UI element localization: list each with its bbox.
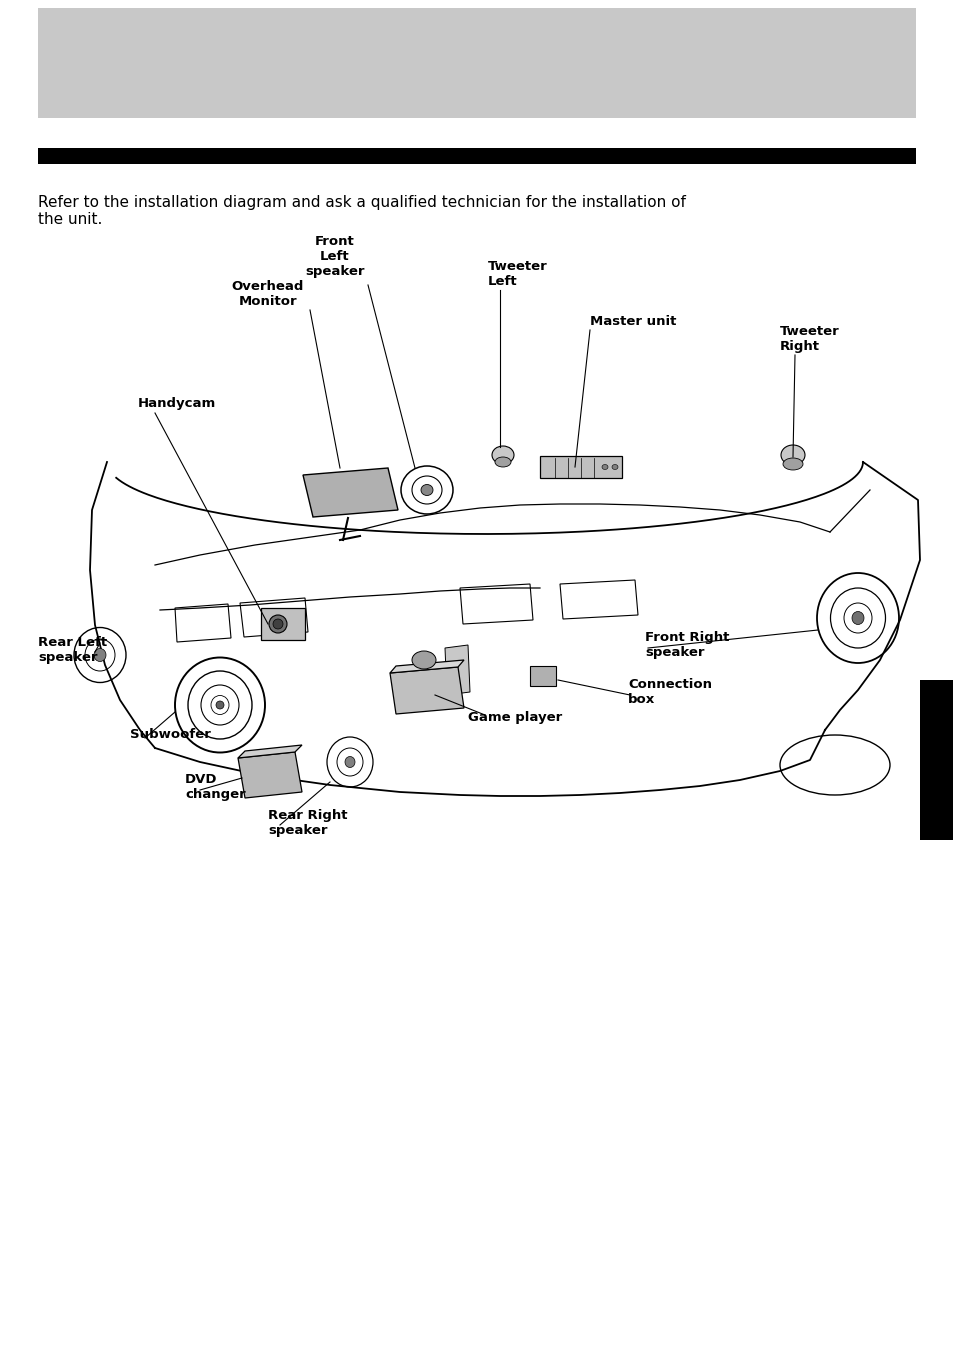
FancyBboxPatch shape — [530, 667, 556, 685]
Ellipse shape — [94, 649, 106, 661]
Polygon shape — [303, 468, 397, 516]
Text: Refer to the installation diagram and ask a qualified technician for the install: Refer to the installation diagram and as… — [38, 195, 685, 227]
Text: Overhead
Monitor: Overhead Monitor — [232, 280, 304, 308]
Text: Handycam: Handycam — [138, 397, 216, 410]
Ellipse shape — [345, 757, 355, 768]
Text: Subwoofer: Subwoofer — [130, 729, 211, 741]
Bar — [38, 147, 915, 164]
Ellipse shape — [492, 446, 514, 464]
Ellipse shape — [612, 465, 618, 469]
Text: Tweeter
Left: Tweeter Left — [488, 260, 547, 288]
Ellipse shape — [215, 700, 224, 708]
Text: Rear Left
speaker: Rear Left speaker — [38, 635, 107, 664]
Text: Front
Left
speaker: Front Left speaker — [305, 235, 364, 279]
Text: Front Right
speaker: Front Right speaker — [644, 631, 729, 658]
Text: Rear Right
speaker: Rear Right speaker — [268, 808, 347, 837]
Polygon shape — [237, 752, 302, 798]
Ellipse shape — [782, 458, 802, 470]
Ellipse shape — [495, 457, 511, 466]
Text: DVD
changer: DVD changer — [185, 773, 246, 800]
Text: Connection
box: Connection box — [627, 677, 711, 706]
Polygon shape — [237, 745, 302, 758]
FancyBboxPatch shape — [539, 456, 621, 479]
Polygon shape — [390, 667, 463, 714]
Ellipse shape — [412, 652, 436, 669]
Ellipse shape — [601, 465, 607, 469]
Ellipse shape — [269, 615, 287, 633]
Ellipse shape — [851, 611, 863, 625]
Text: Tweeter
Right: Tweeter Right — [780, 324, 839, 353]
Polygon shape — [390, 660, 463, 673]
Ellipse shape — [273, 619, 283, 629]
Text: Master unit: Master unit — [589, 315, 676, 329]
Bar — [38, 8, 915, 118]
FancyBboxPatch shape — [261, 608, 305, 639]
Polygon shape — [444, 645, 470, 695]
Text: Game player: Game player — [468, 711, 561, 725]
Ellipse shape — [420, 484, 433, 495]
Bar — [919, 680, 953, 840]
Ellipse shape — [781, 445, 804, 465]
